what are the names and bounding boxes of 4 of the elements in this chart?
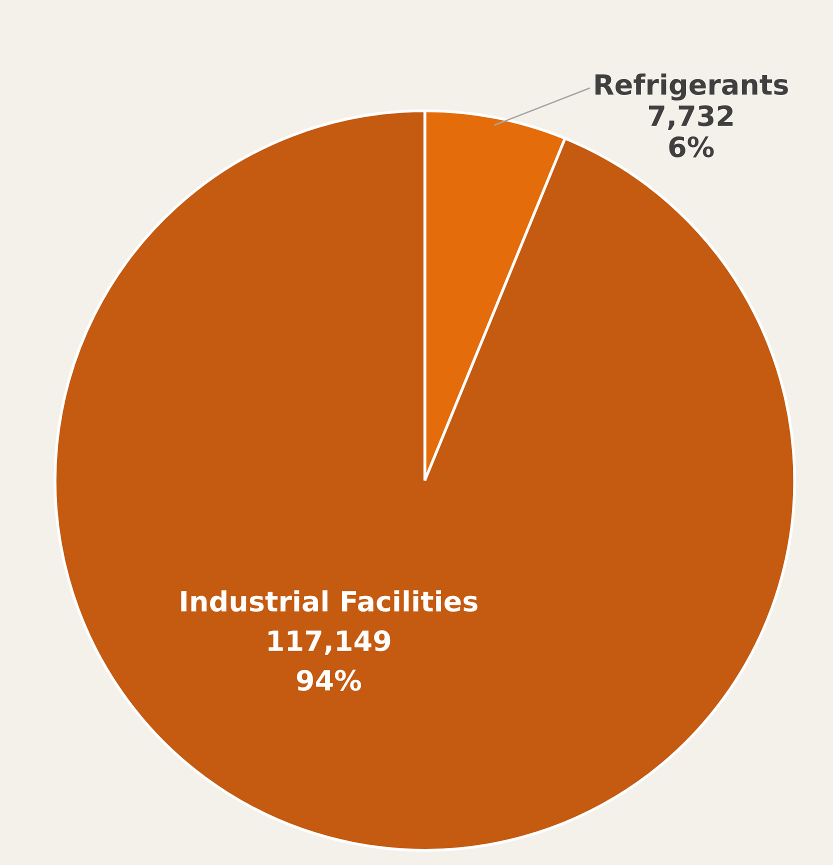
slice-label: Industrial Facilities bbox=[181, 590, 478, 612]
slice-label: Refrigerants bbox=[595, 73, 788, 101]
data-label: 117,149 94% bbox=[268, 630, 390, 691]
data-label: 7,732 6% bbox=[649, 105, 733, 158]
